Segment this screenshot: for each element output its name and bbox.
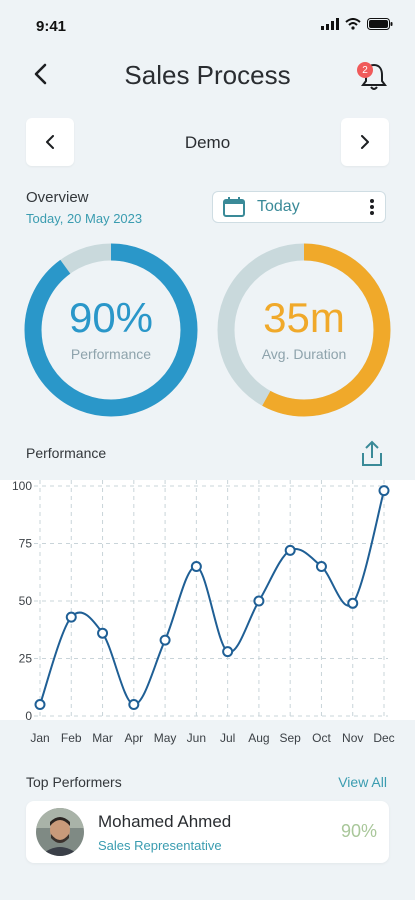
top-performers-title: Top Performers — [26, 774, 122, 790]
data-point — [190, 561, 202, 572]
data-point — [347, 597, 359, 609]
x-tick-label: Jul — [220, 731, 235, 745]
chevron-right-icon — [361, 135, 369, 149]
battery-icon — [367, 18, 393, 30]
avatar — [36, 808, 84, 856]
data-point — [65, 611, 77, 623]
x-tick-label: Mar — [92, 731, 113, 745]
data-point — [34, 699, 46, 710]
overview-title: Overview — [26, 189, 89, 206]
y-tick-label: 50 — [19, 594, 33, 608]
data-point — [222, 646, 234, 658]
x-tick-label: Dec — [373, 731, 394, 745]
next-button[interactable] — [341, 118, 389, 166]
calendar-icon — [223, 197, 245, 217]
more-vertical-icon[interactable] — [369, 198, 375, 216]
performer-name: Mohamed Ahmed — [98, 812, 232, 831]
page-title: Sales Process — [124, 60, 291, 90]
y-tick-label: 100 — [12, 479, 32, 493]
selector-label: Demo — [184, 133, 231, 152]
chevron-left-icon — [46, 135, 54, 149]
duration-gauge: 35m Avg. Duration — [216, 242, 392, 418]
chart-title: Performance — [26, 445, 107, 461]
notification-badge: 2 — [357, 62, 373, 78]
data-point — [253, 595, 265, 607]
plot-background — [0, 480, 415, 720]
date-range-picker[interactable]: Today — [212, 191, 386, 223]
data-point — [315, 561, 327, 572]
y-tick-label: 0 — [25, 709, 32, 723]
data-point — [378, 485, 390, 497]
performance-value: 90% — [68, 294, 154, 341]
status-time: 9:41 — [36, 18, 67, 35]
signal-icon — [321, 18, 339, 30]
x-tick-label: Nov — [342, 731, 363, 745]
data-point — [284, 544, 296, 556]
status-icons — [321, 18, 393, 30]
x-tick-label: Apr — [124, 731, 143, 745]
chevron-left-icon — [34, 63, 47, 85]
y-tick-label: 75 — [19, 537, 33, 551]
previous-button[interactable] — [26, 118, 74, 166]
performance-gauge-arc — [24, 243, 198, 417]
x-tick-label: Jun — [187, 731, 206, 745]
date-range-label: Today — [257, 198, 300, 215]
x-tick-label: Aug — [248, 731, 269, 745]
performance-line-chart: 0 25 50 75 100 Jan Feb Mar Apr May Jun Jul Aug Sep Oct… — [0, 479, 415, 745]
performance-gauge: 90% Performance — [23, 242, 199, 418]
duration-value: 35m — [263, 294, 345, 341]
performer-card[interactable]: Mohamed Ahmed Sales Representative 90% — [26, 801, 389, 863]
data-point — [159, 634, 171, 646]
performance-label: Performance — [70, 346, 152, 362]
back-button[interactable] — [26, 60, 54, 88]
x-tick-label: Jan — [30, 731, 49, 745]
duration-label: Avg. Duration — [261, 346, 347, 362]
notifications-button[interactable]: 2 — [357, 60, 389, 92]
view-all-link[interactable]: View All — [338, 774, 387, 790]
y-tick-label: 25 — [19, 652, 33, 666]
x-tick-label: Feb — [61, 731, 82, 745]
performer-role: Sales Representative — [98, 838, 222, 853]
x-tick-label: Sep — [280, 731, 302, 745]
wifi-icon — [345, 18, 361, 30]
x-tick-label: May — [154, 731, 177, 745]
data-point — [128, 699, 140, 710]
overview-date: Today, 20 May 2023 — [26, 211, 143, 226]
share-button[interactable] — [359, 440, 385, 468]
performer-score: 90% — [340, 821, 377, 841]
data-point — [97, 627, 109, 639]
duration-gauge-arc — [217, 243, 391, 417]
share-icon — [362, 440, 382, 466]
x-tick-label: Oct — [312, 731, 331, 745]
